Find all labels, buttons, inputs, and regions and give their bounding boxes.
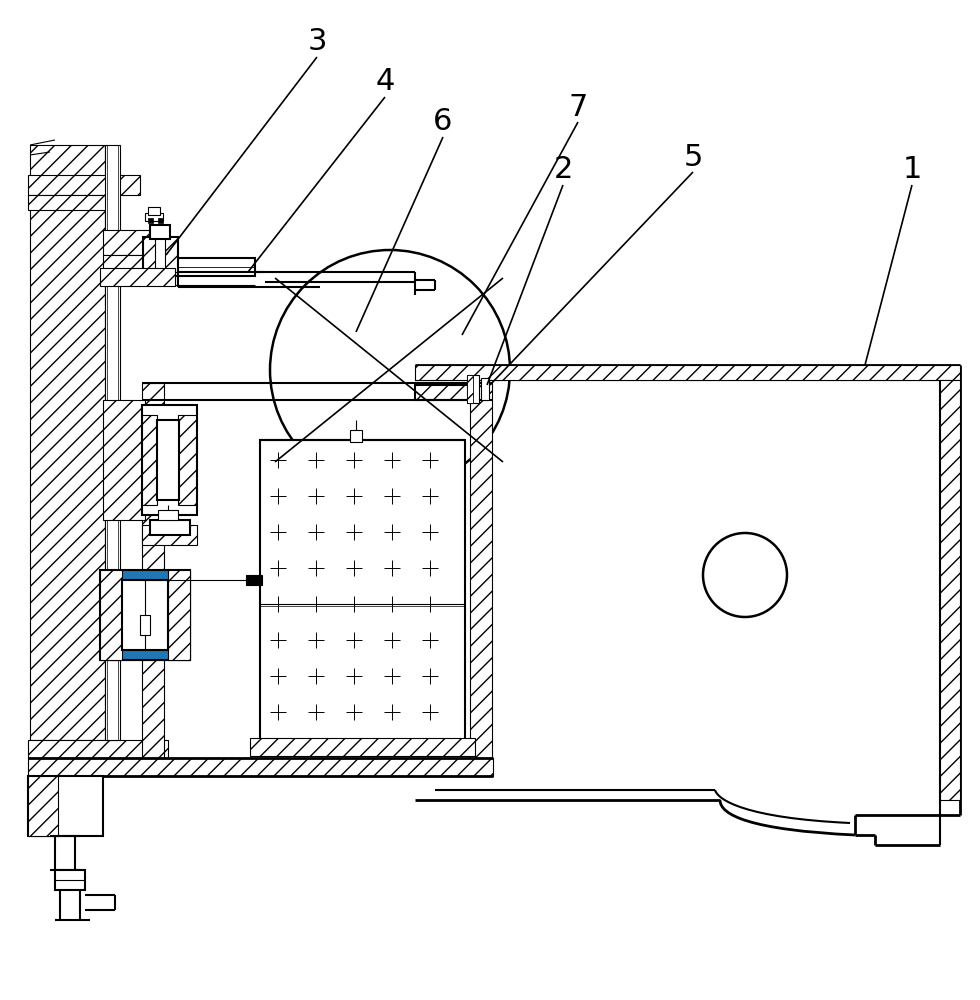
Bar [142, 415, 157, 505]
Bar [100, 570, 190, 660]
Text: 3: 3 [308, 27, 326, 56]
Bar [142, 405, 197, 515]
Bar [260, 440, 465, 740]
Bar [28, 776, 58, 836]
Bar [158, 510, 178, 520]
Bar [143, 237, 178, 272]
Bar [467, 375, 479, 403]
Bar [142, 525, 197, 545]
Text: 2: 2 [554, 155, 572, 184]
Bar [100, 570, 122, 660]
Bar [122, 580, 168, 650]
Bar [157, 420, 179, 500]
Bar [30, 145, 105, 740]
Bar [103, 400, 145, 520]
Bar [150, 520, 190, 535]
Bar [100, 268, 175, 286]
Bar [103, 230, 168, 255]
Bar [142, 383, 164, 758]
Text: 1: 1 [903, 155, 921, 184]
Bar [165, 237, 177, 272]
Bar [415, 365, 960, 380]
Bar [145, 213, 163, 221]
Bar [28, 195, 113, 210]
Text: 6: 6 [433, 107, 453, 136]
Bar [250, 738, 475, 756]
Bar [148, 218, 153, 223]
Bar [105, 145, 120, 740]
Bar [246, 575, 262, 585]
Bar [940, 380, 960, 800]
Bar [481, 378, 489, 400]
Bar [142, 758, 492, 776]
Bar [158, 218, 163, 223]
Bar [415, 385, 490, 400]
Bar [103, 255, 143, 270]
Bar [28, 758, 493, 776]
Bar [178, 415, 196, 505]
Bar [140, 615, 150, 635]
Bar [467, 375, 473, 403]
Bar [350, 430, 362, 442]
Bar [28, 776, 103, 836]
Text: 4: 4 [375, 68, 395, 97]
Bar [175, 258, 255, 276]
Bar [28, 175, 140, 195]
Bar [148, 207, 160, 215]
Bar [55, 870, 85, 890]
Bar [100, 570, 190, 660]
Bar [143, 237, 155, 272]
Bar [168, 570, 190, 660]
Bar [28, 740, 168, 758]
Bar [150, 225, 170, 239]
Text: 5: 5 [683, 142, 703, 172]
Text: 7: 7 [568, 93, 588, 121]
Bar [470, 383, 492, 758]
